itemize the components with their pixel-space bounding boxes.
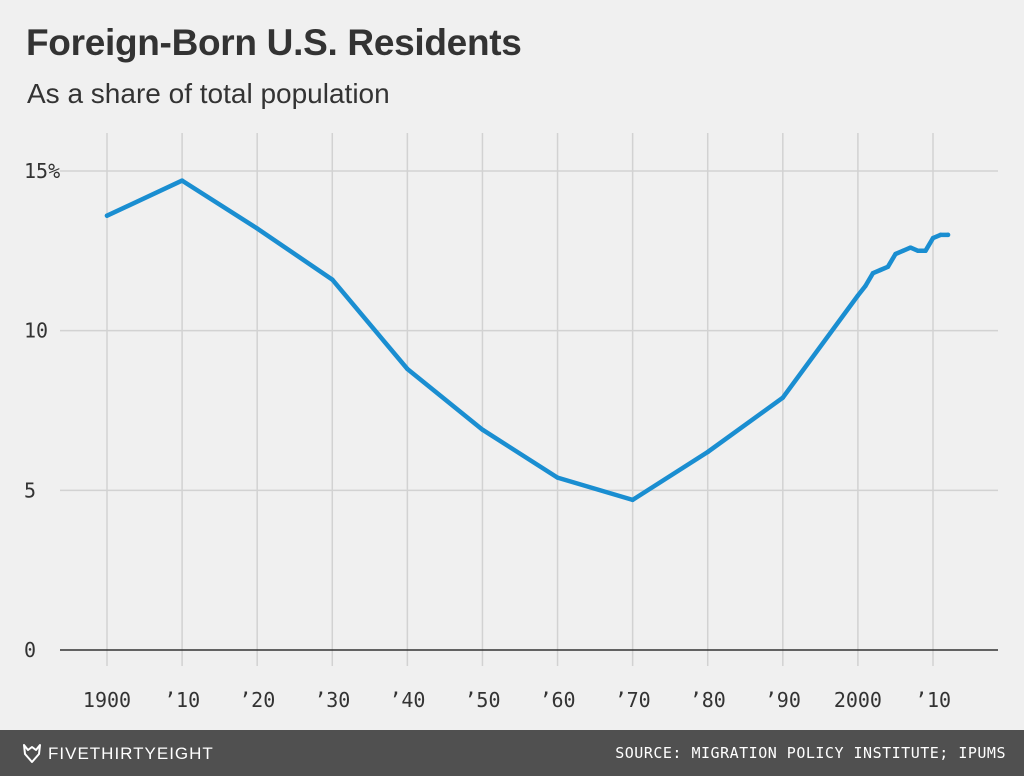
x-tick-label: ’80 xyxy=(690,688,726,712)
data-point xyxy=(555,475,560,480)
data-point xyxy=(930,235,936,241)
y-tick-label: 10 xyxy=(24,319,48,343)
data-point xyxy=(945,232,951,238)
data-point xyxy=(870,270,876,276)
data-point xyxy=(780,395,786,400)
data-point xyxy=(480,427,485,432)
chart-title: Foreign-Born U.S. Residents xyxy=(26,22,522,63)
x-tick-label: ’20 xyxy=(239,688,275,712)
x-tick-label: ’10 xyxy=(164,688,200,712)
grid-lines xyxy=(60,133,998,666)
series-line-foreign-born-share xyxy=(104,178,951,503)
data-point xyxy=(885,264,891,269)
y-tick-label: 0 xyxy=(24,638,36,662)
brand-name: FIVETHIRTYEIGHT xyxy=(48,744,214,763)
data-point xyxy=(923,248,928,254)
data-point xyxy=(330,277,335,282)
data-point xyxy=(179,178,185,183)
data-point xyxy=(705,449,710,455)
x-tick-label: ’10 xyxy=(915,688,951,712)
x-tick-label: ’70 xyxy=(615,688,651,712)
x-tick-label: 2000 xyxy=(834,688,882,712)
axes: 1900 ’10 ’20 ’30 ’40 ’50 ’60 ’70 ’80 ’90 2000 ’10 15… xyxy=(24,159,951,712)
data-point xyxy=(908,245,913,250)
x-tick-label: ’40 xyxy=(389,688,425,712)
y-tick-label: 15% xyxy=(24,159,60,183)
data-point xyxy=(630,497,635,503)
data-point xyxy=(938,232,943,238)
chart-subtitle: As a share of total population xyxy=(27,78,390,109)
series-lines xyxy=(104,178,951,503)
data-point xyxy=(915,248,921,254)
x-tick-label: ’30 xyxy=(314,688,350,712)
y-tick-label: 5 xyxy=(24,478,36,502)
data-point xyxy=(878,267,883,273)
data-point xyxy=(405,366,410,372)
data-point xyxy=(863,283,868,289)
data-point xyxy=(104,213,110,218)
x-tick-label: ’60 xyxy=(539,688,575,712)
data-point xyxy=(855,293,861,298)
footer-bar: FIVETHIRTYEIGHT SOURCE: MIGRATION POLICY… xyxy=(0,730,1024,776)
data-point xyxy=(254,226,260,231)
x-tick-label: ’90 xyxy=(765,688,801,712)
source-credit: SOURCE: MIGRATION POLICY INSTITUTE; IPUM… xyxy=(615,744,1006,762)
x-tick-label: 1900 xyxy=(83,688,131,712)
fivethirtyeight-fox-icon xyxy=(23,744,41,763)
x-tick-label: ’50 xyxy=(464,688,500,712)
data-point xyxy=(900,248,906,254)
line-chart: 1900 ’10 ’20 ’30 ’40 ’50 ’60 ’70 ’80 ’90 2000 ’10 15… xyxy=(24,133,998,712)
data-point xyxy=(893,251,898,257)
